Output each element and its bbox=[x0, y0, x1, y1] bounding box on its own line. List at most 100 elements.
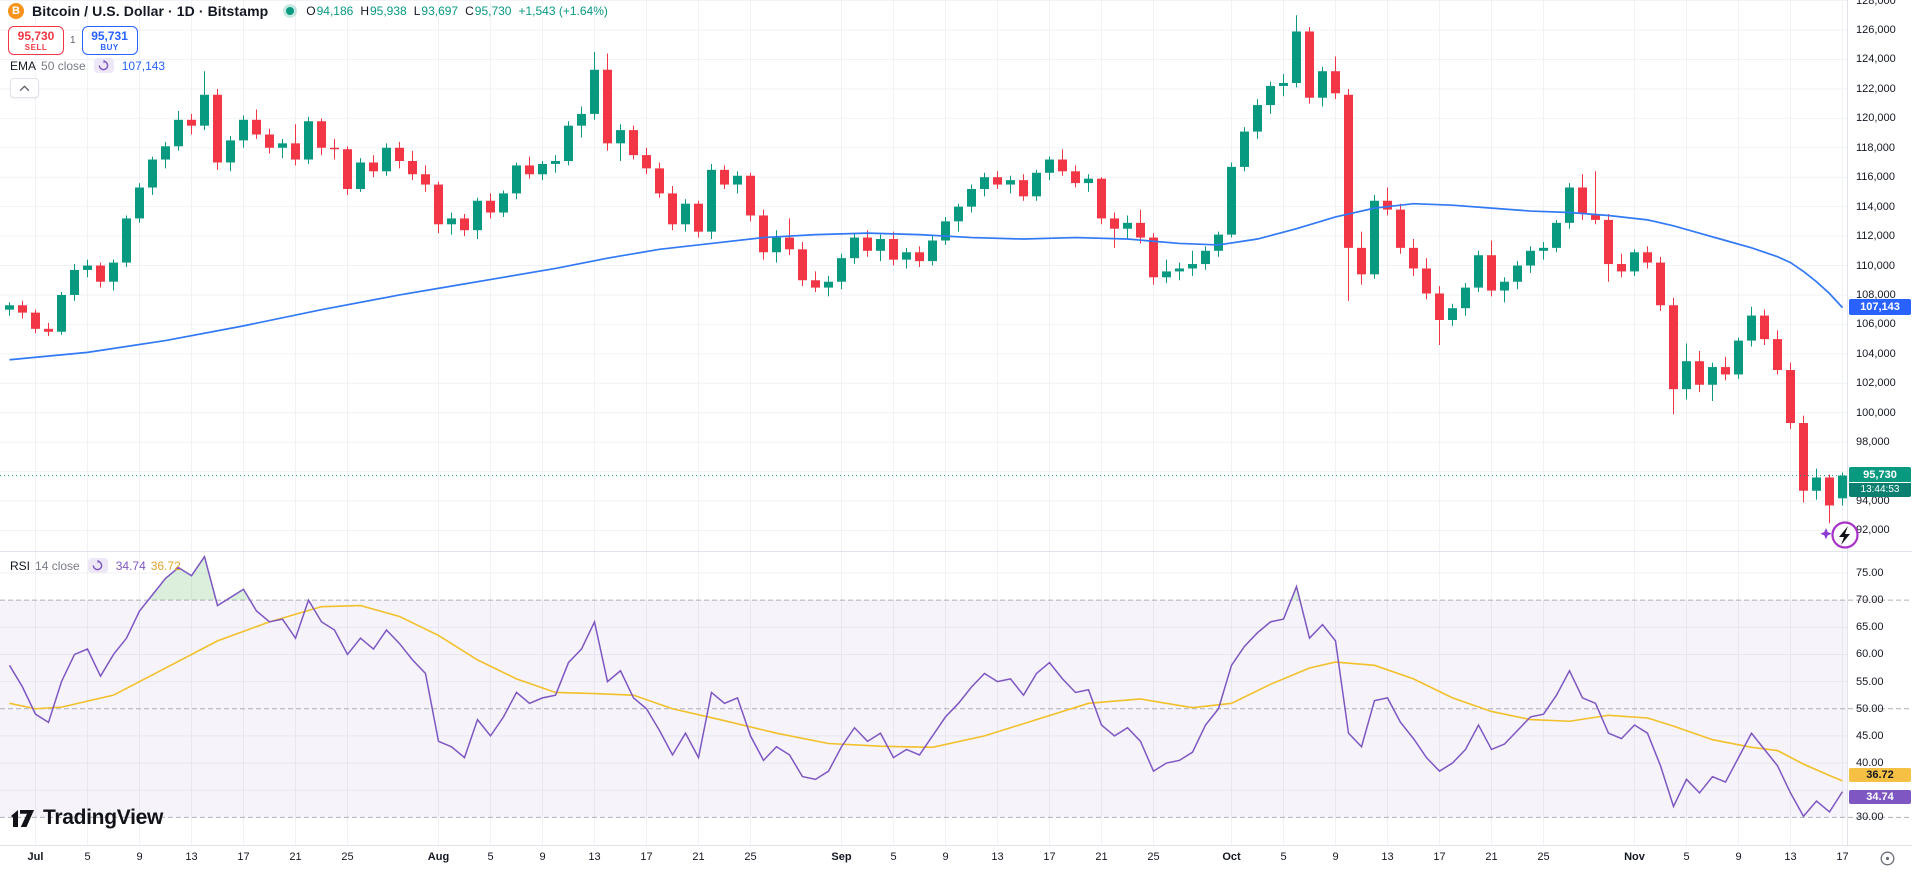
rsi-ma-value: 36.72 bbox=[150, 558, 181, 573]
time-axis-label[interactable]: 17 bbox=[1043, 851, 1056, 863]
price-axis-label: 122,000 bbox=[1856, 82, 1896, 95]
ema-line bbox=[9, 202, 1844, 361]
time-axis-label[interactable]: 5 bbox=[84, 851, 91, 863]
rsi-axis-label: 70.00 bbox=[1856, 594, 1884, 607]
price-axis-label: 100,000 bbox=[1856, 406, 1896, 419]
time-axis-label[interactable]: 17 bbox=[1836, 851, 1849, 863]
price-axis-label: 126,000 bbox=[1856, 24, 1896, 36]
time-axis-label[interactable]: 9 bbox=[1332, 851, 1339, 863]
legend-collapse-button[interactable] bbox=[10, 78, 39, 98]
time-axis-label[interactable]: 13 bbox=[185, 851, 198, 863]
pane-separator[interactable] bbox=[0, 551, 1912, 552]
sparkle-icon bbox=[1820, 528, 1832, 540]
rsi-axis-label: 50.00 bbox=[1856, 702, 1884, 715]
close-label: C bbox=[465, 4, 474, 18]
price-axis-label: 116,000 bbox=[1856, 171, 1895, 184]
price-axis-label: 110,000 bbox=[1856, 259, 1895, 272]
symbol-title[interactable]: Bitcoin / U.S. Dollar · 1D · Bitstamp bbox=[32, 3, 269, 19]
time-axis-label[interactable]: 13 bbox=[1381, 851, 1394, 863]
time-axis-label[interactable]: 9 bbox=[136, 851, 143, 863]
candle-countdown-badge: 13:44:53 bbox=[1849, 482, 1911, 497]
time-axis-label[interactable]: 25 bbox=[1537, 851, 1550, 863]
flash-trade-icon[interactable] bbox=[1818, 516, 1864, 559]
buy-button[interactable]: 95,731 BUY bbox=[81, 26, 138, 55]
rsi-axis-label: 55.00 bbox=[1856, 675, 1884, 688]
rsi-ma-badge: 36.72 bbox=[1849, 767, 1911, 782]
time-axis-label[interactable]: 21 bbox=[1485, 851, 1498, 863]
price-axis-label: 118,000 bbox=[1856, 141, 1895, 154]
time-axis-settings-icon[interactable] bbox=[1879, 850, 1896, 872]
price-axis-label: 114,000 bbox=[1856, 200, 1895, 213]
time-axis-label[interactable]: 25 bbox=[1147, 851, 1160, 863]
ema-name: EMA bbox=[10, 58, 37, 73]
tradingview-watermark: TradingView bbox=[10, 806, 163, 830]
sell-button[interactable]: 95,730 SELL bbox=[8, 26, 64, 55]
rsi-value-badge: 34.74 bbox=[1849, 789, 1911, 804]
rsi-line bbox=[8, 554, 1844, 818]
time-axis-label[interactable]: 13 bbox=[1784, 851, 1797, 863]
time-axis-label[interactable]: Oct bbox=[1222, 851, 1241, 863]
time-axis-label[interactable]: 25 bbox=[341, 851, 354, 863]
rsi-legend-row[interactable]: RSI 14 close 34.74 36.72 bbox=[10, 558, 181, 573]
open-value: 94,186 bbox=[316, 4, 354, 18]
time-axis-label[interactable]: Nov bbox=[1624, 851, 1645, 863]
time-axis-label[interactable]: 9 bbox=[942, 851, 949, 863]
low-value: 93,697 bbox=[421, 4, 459, 18]
buy-price: 95,731 bbox=[91, 28, 128, 43]
price-axis-label: 124,000 bbox=[1856, 53, 1896, 66]
price-axis-label: 94,000 bbox=[1856, 495, 1890, 508]
ema-reload-button[interactable] bbox=[93, 58, 114, 73]
time-axis-label[interactable]: 25 bbox=[744, 851, 757, 863]
time-axis-label[interactable]: 17 bbox=[237, 851, 250, 863]
price-axis-border bbox=[1847, 0, 1848, 845]
refresh-icon bbox=[98, 60, 109, 71]
time-axis-label[interactable]: 21 bbox=[692, 851, 705, 863]
time-axis-label[interactable]: 17 bbox=[640, 851, 653, 863]
time-axis-label[interactable]: 5 bbox=[487, 851, 494, 863]
buy-label: BUY bbox=[100, 42, 119, 52]
price-axis-label: 120,000 bbox=[1856, 112, 1896, 125]
price-axis-label: 104,000 bbox=[1856, 347, 1896, 360]
time-axis-label[interactable]: Sep bbox=[831, 851, 852, 863]
price-axis-label: 92,000 bbox=[1856, 524, 1890, 537]
sell-price: 95,730 bbox=[17, 28, 55, 43]
time-axis-label[interactable]: Aug bbox=[427, 851, 450, 863]
time-axis-label[interactable]: 21 bbox=[289, 851, 302, 863]
rsi-axis-label: 30.00 bbox=[1856, 811, 1884, 824]
price-axis-label: 106,000 bbox=[1856, 318, 1896, 331]
rsi-reload-button[interactable] bbox=[87, 558, 108, 573]
refresh-icon bbox=[92, 560, 103, 571]
time-axis-label[interactable]: 21 bbox=[1095, 851, 1108, 863]
spread-value: 1 bbox=[70, 35, 76, 46]
rsi-axis-label: 45.00 bbox=[1856, 729, 1884, 742]
low-label: L bbox=[413, 4, 421, 18]
price-axis-label: 128,000 bbox=[1856, 0, 1896, 7]
ema-value: 107,143 bbox=[121, 58, 166, 73]
high-label: H bbox=[360, 4, 369, 18]
time-axis-label[interactable]: 5 bbox=[1683, 851, 1690, 863]
time-axis-label[interactable]: 5 bbox=[1280, 851, 1287, 863]
time-axis-label[interactable]: 17 bbox=[1433, 851, 1446, 863]
ohlc-readout: O94,186 H95,938 L93,697 C95,730 +1,543 (… bbox=[306, 4, 608, 18]
close-value: 95,730 bbox=[474, 4, 512, 18]
time-axis-label[interactable]: 9 bbox=[1735, 851, 1742, 863]
time-axis-label[interactable]: Jul bbox=[27, 851, 44, 863]
rsi-axis-label: 75.00 bbox=[1856, 567, 1884, 579]
rsi-axis-label: 40.00 bbox=[1856, 757, 1884, 770]
high-value: 95,938 bbox=[370, 4, 407, 18]
time-axis-label[interactable]: 9 bbox=[539, 851, 546, 863]
time-axis-label[interactable]: 13 bbox=[588, 851, 601, 863]
bitcoin-icon: B bbox=[8, 3, 24, 19]
ema-legend-row[interactable]: EMA 50 close 107,143 bbox=[10, 58, 165, 73]
sell-label: SELL bbox=[24, 42, 48, 52]
chevron-up-icon bbox=[19, 84, 30, 91]
current-price-badge: 95,730 bbox=[1849, 466, 1911, 482]
open-label: O bbox=[306, 4, 316, 18]
time-axis-label[interactable]: 5 bbox=[890, 851, 897, 863]
rsi-axis-label: 60.00 bbox=[1856, 648, 1884, 661]
time-axis-label[interactable]: 13 bbox=[991, 851, 1004, 863]
rsi-params: 14 close bbox=[35, 558, 80, 573]
order-panel: 95,730 SELL 1 95,731 BUY bbox=[8, 26, 138, 55]
